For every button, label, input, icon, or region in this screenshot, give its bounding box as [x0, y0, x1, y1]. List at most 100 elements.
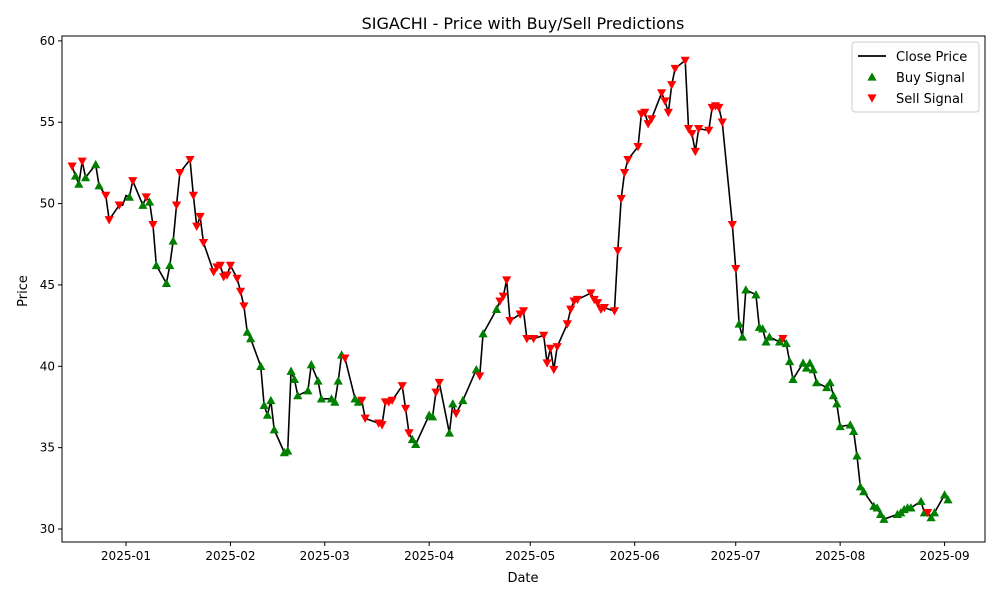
x-tick-label: 2025-06: [610, 549, 660, 563]
buy-signal-marker: [875, 509, 886, 519]
sell-signal-marker: [643, 120, 653, 129]
buy-signal-marker: [943, 495, 953, 504]
buy-signal-marker: [313, 376, 323, 385]
x-tick-label: 2025-07: [711, 549, 761, 563]
buy-signal-marker: [138, 200, 148, 209]
sell-signal-marker: [401, 404, 411, 414]
buy-signal-marker: [785, 356, 795, 366]
buy-signal-marker: [764, 332, 775, 341]
sell-signal-marker: [232, 274, 242, 284]
sell-signal-marker: [195, 212, 205, 222]
sell-signal-marker: [717, 118, 727, 127]
legend-label: Sell Signal: [896, 92, 964, 107]
buy-signal-marker: [859, 486, 869, 496]
buy-signal-marker: [306, 360, 316, 369]
sell-signal-marker: [340, 354, 350, 363]
sell-signal-marker: [522, 334, 532, 344]
buy-signal-marker: [168, 236, 178, 245]
sell-signal-marker: [215, 261, 225, 271]
sell-signal-marker: [434, 378, 444, 388]
buy-signal-marker: [411, 439, 421, 449]
sell-signal-marker: [475, 372, 485, 381]
sell-signal-marker: [235, 287, 246, 297]
buy-signal-marker: [316, 394, 326, 403]
buy-signal-marker: [761, 337, 771, 346]
sell-signal-marker: [683, 125, 694, 134]
sell-signal-marker: [518, 307, 529, 316]
sell-signal-marker: [404, 429, 414, 438]
sell-signal-marker: [667, 81, 677, 90]
buy-signal-marker: [165, 260, 175, 270]
x-tick-label: 2025-03: [300, 549, 350, 563]
sell-signal-marker: [225, 261, 236, 271]
sell-signal-marker: [387, 396, 397, 406]
sell-signal-marker: [593, 299, 603, 308]
buy-signal-marker: [855, 482, 865, 491]
sell-signal-marker: [505, 317, 515, 326]
sell-signal-marker: [566, 305, 576, 314]
legend-swatch-marker: [867, 94, 877, 103]
sell-signal-marker: [586, 289, 596, 298]
buy-signal-marker: [458, 395, 468, 405]
buy-signal-marker: [266, 395, 276, 405]
y-axis-title: Price: [16, 275, 31, 307]
sell-signal-marker: [185, 155, 195, 165]
y-tick-label: 35: [40, 441, 55, 455]
sell-signal-marker: [431, 388, 441, 397]
buy-signal-marker: [808, 364, 818, 374]
buy-signal-marker: [828, 390, 839, 400]
buy-signal-marker: [825, 377, 835, 387]
sell-signal-marker: [397, 382, 407, 391]
buy-signal-marker: [737, 332, 748, 341]
buy-signal-marker: [741, 285, 751, 294]
buy-signal-marker: [835, 421, 845, 431]
sell-signal-marker: [175, 168, 185, 178]
buy-signal-marker: [259, 400, 269, 410]
y-tick-label: 55: [40, 115, 55, 129]
sell-signal-marker: [377, 421, 387, 430]
y-tick-label: 50: [40, 197, 55, 211]
buy-signal-marker: [80, 172, 91, 182]
buy-signal-marker: [333, 376, 343, 385]
buy-signal-marker: [286, 366, 296, 375]
buy-signal-marker: [448, 399, 458, 408]
sell-signal-marker: [562, 320, 572, 329]
sell-signal-marker: [451, 409, 461, 419]
buy-signal-marker: [822, 382, 832, 392]
sell-signal-marker: [646, 115, 657, 124]
plot-frame: [61, 35, 986, 543]
buy-signal-marker: [330, 397, 340, 406]
buy-signal-marker: [293, 390, 303, 400]
x-tick-label: 2025-05: [505, 549, 555, 563]
buy-signal-marker: [353, 397, 364, 406]
buy-signal-marker: [478, 329, 488, 338]
sell-signal-marker: [552, 343, 562, 352]
buy-signal-marker: [70, 171, 81, 180]
x-axis-title: Date: [507, 571, 538, 586]
sell-signal-marker: [539, 331, 549, 340]
sell-signal-marker: [714, 103, 724, 113]
buy-signal-marker: [758, 324, 768, 333]
buy-signal-marker: [283, 446, 293, 455]
buy-signal-marker: [444, 428, 454, 437]
sell-signal-marker: [148, 221, 158, 230]
buy-signal-marker: [734, 319, 744, 328]
sell-signal-marker: [623, 155, 633, 165]
buy-signal-marker: [262, 410, 273, 419]
sell-signal-marker: [599, 304, 609, 313]
sell-signal-marker: [141, 193, 151, 202]
sell-signal-marker: [545, 344, 556, 353]
y-axis: 30 35 40 45 50 55 60: [40, 34, 62, 536]
buy-signal-marker: [303, 386, 313, 395]
sell-signal-marker: [619, 168, 630, 178]
sell-signal-marker: [114, 201, 124, 210]
buy-signal-marker: [845, 420, 855, 429]
sell-signal-marker: [727, 221, 737, 230]
buy-signal-marker: [926, 512, 936, 522]
buy-signal-marker: [788, 374, 798, 383]
buy-signal-marker: [929, 508, 940, 517]
sell-signal-marker: [704, 126, 714, 135]
legend: Close Price Buy Signal Sell Signal: [851, 41, 980, 113]
buy-signal-marker: [151, 260, 161, 270]
